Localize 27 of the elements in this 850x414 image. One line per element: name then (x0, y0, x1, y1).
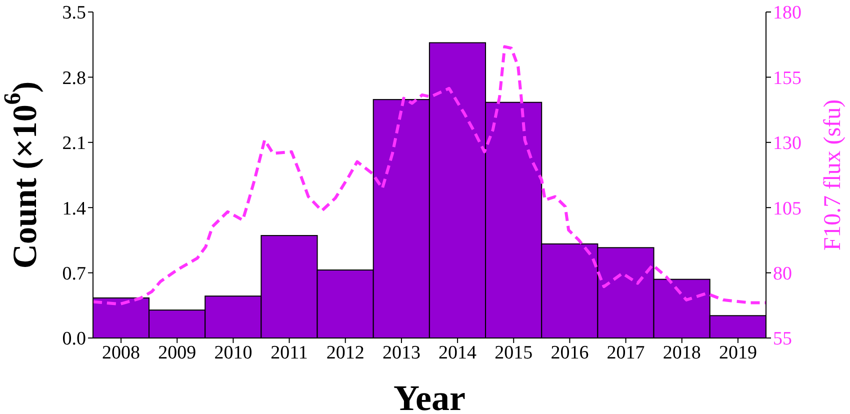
y-tick-label: 1.4 (62, 198, 86, 220)
x-tick-label: 2019 (718, 342, 757, 364)
y2-tick-label: 180 (773, 2, 802, 24)
y-tick-label: 0.7 (62, 264, 86, 285)
y-tick-label: 2.1 (62, 133, 86, 154)
y2-tick-label: 80 (773, 264, 792, 285)
x-tick-label: 2009 (158, 342, 196, 364)
y2-tick-label: 55 (773, 328, 792, 350)
x-tick-label: 2013 (382, 342, 420, 364)
x-tick-label: 2018 (662, 342, 701, 364)
x-tick-label: 2012 (326, 342, 364, 364)
y2-tick-label: 130 (773, 133, 802, 154)
x-tick-label: 2011 (270, 342, 308, 364)
y2-tick-label: 155 (773, 68, 802, 89)
y-tick-label: 2.8 (62, 68, 86, 89)
y-tick-label: 3.5 (62, 2, 86, 24)
x-tick-label: 2014 (438, 342, 478, 364)
x-tick-label: 2015 (494, 342, 533, 364)
x-tick-label: 2010 (214, 342, 252, 364)
y-tick-label: 0.0 (62, 328, 86, 350)
line-series (93, 45, 766, 306)
x-axis-title: Year (394, 378, 466, 414)
y2-tick-label: 105 (773, 198, 802, 220)
x-tick-label: 2016 (550, 342, 589, 364)
x-tick-label: 2008 (102, 342, 140, 364)
y2-axis-title: F10.7 flux (sfu) (820, 99, 846, 251)
x-tick-label: 2017 (606, 342, 645, 364)
